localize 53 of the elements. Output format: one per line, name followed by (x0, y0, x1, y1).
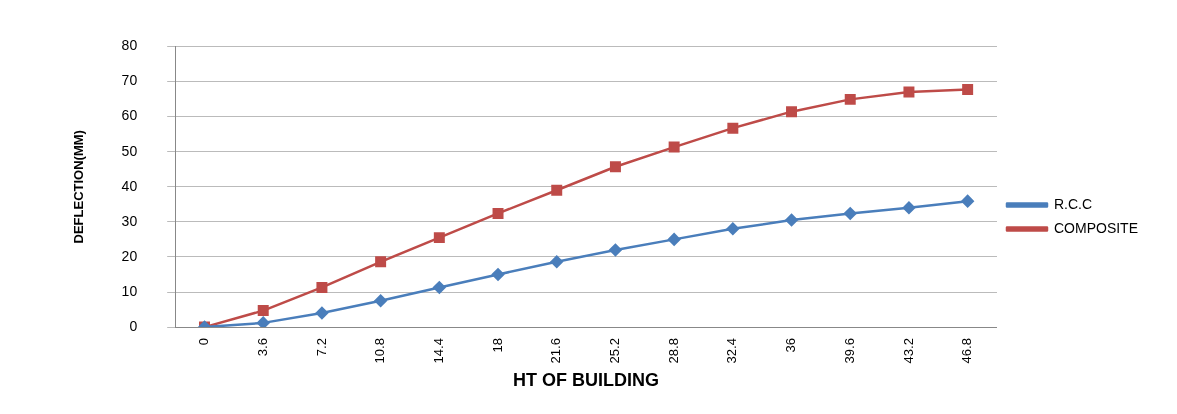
x-tick-label: 0 (196, 338, 212, 346)
point (433, 281, 446, 294)
x-tick-label: 14.4 (430, 338, 446, 364)
x-axis-title: HT OF BUILDING (513, 370, 660, 391)
point (726, 222, 740, 236)
y-tick-label: 10 (121, 282, 138, 299)
x-tick-label: 28.8 (665, 338, 681, 364)
point (843, 207, 857, 220)
point (667, 233, 681, 246)
point (961, 194, 974, 208)
point (786, 106, 798, 118)
point (727, 122, 739, 134)
point (668, 141, 680, 153)
legend-label: COMPOSITE (1053, 219, 1139, 236)
point (491, 268, 505, 281)
y-tick-label: 70 (121, 72, 138, 89)
point (257, 305, 269, 317)
point (962, 84, 974, 96)
point (844, 93, 856, 105)
point (550, 255, 563, 269)
x-tick-label: 46.8 (959, 338, 975, 364)
y-axis-title: DEFLECTION(MM) (71, 130, 87, 244)
point (902, 201, 916, 215)
y-tick-label: 50 (121, 142, 138, 159)
x-tick-label: 10.8 (372, 338, 388, 364)
y-tick-label: 80 (121, 37, 138, 54)
point (315, 306, 329, 320)
y-tick-label: 40 (121, 177, 138, 194)
point (609, 161, 621, 173)
point (374, 294, 387, 308)
y-tick-label: 20 (121, 247, 138, 264)
y-tick-label: 0 (129, 317, 138, 334)
point (492, 207, 504, 219)
x-tick-label: 7.2 (313, 338, 329, 357)
point (785, 213, 798, 227)
x-tick-label: 36 (783, 338, 799, 353)
legend-label: R.C.C (1053, 195, 1093, 212)
point (375, 256, 387, 268)
x-tick-label: 25.2 (607, 338, 623, 364)
x-tick-label: 3.6 (254, 338, 270, 357)
x-tick-label: 18 (489, 338, 505, 353)
point (316, 281, 328, 293)
x-tick-label: 39.6 (841, 338, 857, 364)
x-tick-label: 32.4 (724, 338, 740, 364)
point (551, 184, 563, 196)
point (903, 86, 915, 98)
x-tick-label: 21.6 (548, 338, 564, 364)
point (609, 243, 622, 257)
y-tick-label: 30 (121, 212, 138, 229)
point (256, 316, 270, 328)
y-tick-label: 60 (121, 107, 138, 124)
point (433, 232, 445, 244)
x-tick-label: 43.2 (900, 338, 916, 364)
